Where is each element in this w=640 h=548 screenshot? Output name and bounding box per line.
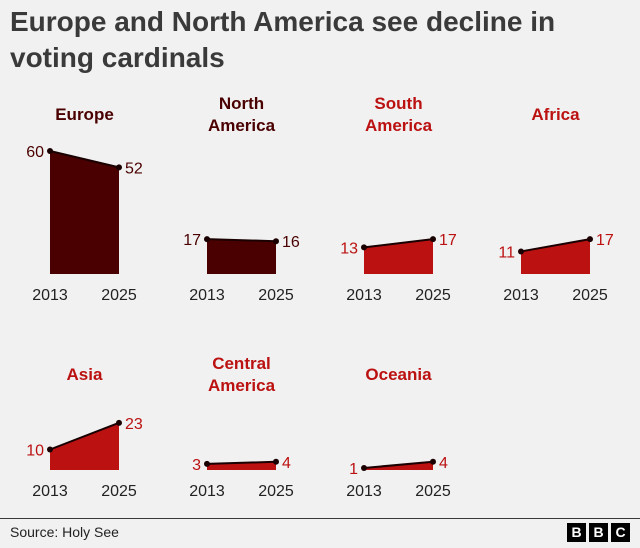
x-tick-label: 2013	[503, 287, 539, 304]
chart-panel: Central America 3 4 2013 2025	[189, 354, 294, 500]
chart-title: Africa	[531, 105, 580, 124]
data-label: 17	[439, 232, 457, 249]
x-tick-label: 2013	[189, 483, 225, 500]
data-point	[430, 458, 436, 465]
trend-line	[363, 460, 434, 469]
chart-title: Europe	[55, 105, 114, 124]
logo-letter: B	[589, 523, 608, 542]
data-point	[518, 248, 524, 255]
x-tick-label: 2025	[101, 287, 137, 304]
chart-title: South	[374, 94, 422, 113]
chart-title: America	[208, 376, 276, 395]
data-label: 16	[282, 234, 300, 251]
trend-line	[206, 238, 277, 243]
x-tick-label: 2013	[32, 287, 68, 304]
data-point	[361, 244, 367, 251]
x-tick-label: 2025	[415, 483, 451, 500]
x-tick-label: 2013	[32, 483, 68, 500]
x-tick-label: 2013	[346, 483, 382, 500]
page-title: Europe and North America see decline in …	[10, 6, 556, 73]
chart-title: America	[365, 116, 433, 135]
data-label: 3	[192, 457, 201, 474]
chart-title: Central	[212, 354, 271, 373]
chart-title: North	[219, 94, 264, 113]
area-fill	[364, 239, 433, 274]
chart-title: Oceania	[365, 365, 432, 384]
data-label: 4	[282, 455, 291, 472]
trend-line	[49, 421, 120, 451]
data-point	[273, 238, 279, 245]
x-tick-label: 2025	[101, 483, 137, 500]
data-point	[204, 236, 210, 243]
x-tick-label: 2025	[258, 287, 294, 304]
data-point	[47, 148, 53, 154]
source-note: Source: Holy See	[10, 524, 119, 540]
trend-line	[206, 460, 277, 465]
chart-panel: South America 13 17 2013 2025	[340, 94, 457, 304]
chart-panel: Asia 10 23 2013 2025	[26, 365, 143, 500]
data-point	[361, 464, 367, 471]
area-fill	[521, 239, 590, 274]
data-point	[47, 446, 53, 453]
data-point	[204, 460, 210, 467]
source-divider	[0, 518, 640, 519]
trend-line	[363, 238, 434, 249]
data-label: 11	[498, 244, 515, 261]
area-fill	[207, 239, 276, 274]
data-point	[116, 419, 122, 426]
data-label: 52	[125, 160, 143, 177]
x-tick-label: 2025	[258, 483, 294, 500]
data-point	[116, 164, 122, 171]
data-label: 23	[125, 416, 143, 433]
data-point	[430, 236, 436, 243]
chart-panel: Africa 11 17 2013 2025	[498, 105, 614, 304]
data-label: 13	[340, 240, 358, 257]
trend-line	[520, 238, 591, 253]
data-label: 4	[439, 455, 448, 472]
data-label: 10	[26, 443, 44, 460]
logo-letter: C	[611, 523, 630, 542]
data-label: 60	[26, 144, 44, 161]
chart-title: Asia	[67, 365, 103, 384]
data-point	[587, 236, 593, 243]
x-tick-label: 2025	[415, 287, 451, 304]
data-point	[273, 458, 279, 465]
trend-line	[49, 150, 120, 169]
data-label: 17	[596, 232, 614, 249]
data-label: 17	[183, 232, 201, 249]
x-tick-label: 2025	[572, 287, 608, 304]
chart-panel: North America 17 16 2013 2025	[183, 94, 300, 304]
chart-title: America	[208, 116, 276, 135]
area-fill	[50, 151, 119, 274]
chart-panel: Europe 60 52 2013 2025	[26, 105, 143, 304]
area-fill	[50, 422, 119, 470]
data-label: 1	[349, 461, 358, 478]
bbc-logo: B B C	[567, 523, 630, 542]
logo-letter: B	[567, 523, 586, 542]
x-tick-label: 2013	[189, 287, 225, 304]
x-tick-label: 2013	[346, 287, 382, 304]
chart-panel: Oceania 1 4 2013 2025	[346, 365, 451, 500]
